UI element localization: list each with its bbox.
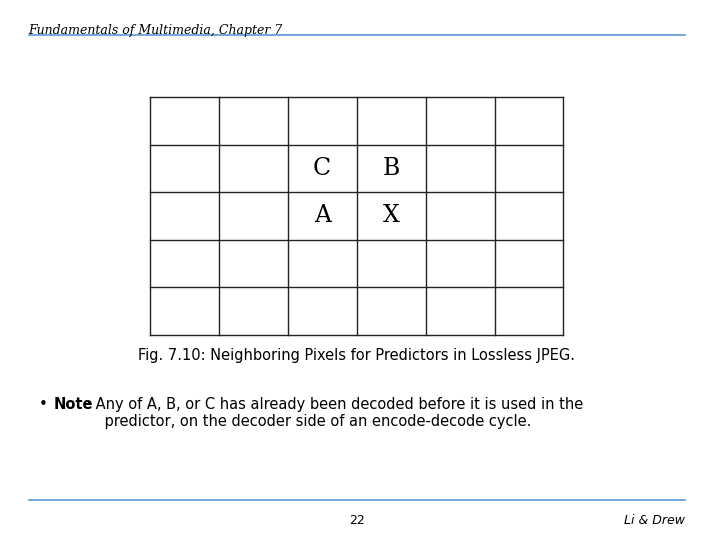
Text: Fundamentals of Multimedia, Chapter 7: Fundamentals of Multimedia, Chapter 7	[29, 24, 283, 37]
Text: •: •	[39, 397, 48, 412]
Text: B: B	[382, 157, 400, 180]
Text: : Any of A, B, or C has already been decoded before it is used in the
    predic: : Any of A, B, or C has already been dec…	[86, 397, 583, 429]
Text: Li & Drew: Li & Drew	[624, 514, 685, 527]
Text: C: C	[313, 157, 331, 180]
Text: X: X	[382, 205, 400, 227]
Text: A: A	[314, 205, 330, 227]
Text: Fig. 7.10: Neighboring Pixels for Predictors in Lossless JPEG.: Fig. 7.10: Neighboring Pixels for Predic…	[138, 348, 575, 363]
Text: Note: Note	[53, 397, 93, 412]
Text: 22: 22	[348, 514, 364, 527]
